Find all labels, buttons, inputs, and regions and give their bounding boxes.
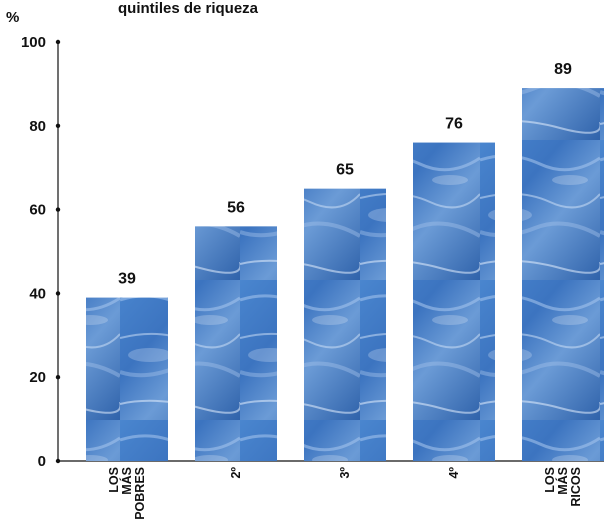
- y-tick-mark: [55, 375, 61, 380]
- bar: [522, 88, 604, 461]
- x-category-label: 4º: [447, 467, 461, 479]
- bar-value-label: 39: [118, 271, 136, 288]
- x-category-label: 3º: [338, 467, 352, 479]
- x-category-label: RICOS: [569, 467, 583, 507]
- y-axis-unit: %: [6, 9, 19, 26]
- y-tick-label: 100: [21, 34, 46, 51]
- bar-value-label: 56: [227, 199, 245, 216]
- y-tick-label: 0: [38, 453, 46, 470]
- bar: [86, 297, 168, 461]
- x-category-label: LOS: [543, 467, 557, 493]
- bar-value-label: 89: [554, 61, 572, 78]
- y-tick-label: 40: [29, 285, 46, 302]
- y-tick-mark: [55, 123, 61, 128]
- x-category-label: MÁS: [555, 467, 570, 495]
- bar-value-label: 65: [336, 162, 354, 179]
- x-category-label: 2º: [229, 467, 243, 479]
- y-tick-mark: [55, 458, 61, 464]
- y-tick-label: 60: [29, 202, 46, 219]
- x-category-label: POBRES: [133, 467, 147, 520]
- bar: [195, 226, 277, 461]
- bar: [304, 188, 386, 461]
- y-tick-label: 20: [29, 369, 46, 386]
- bar-value-label: 76: [445, 116, 463, 133]
- y-tick-mark: [55, 39, 61, 45]
- y-tick-mark: [55, 207, 61, 212]
- y-tick-label: 80: [29, 118, 46, 135]
- chart-title: quintiles de riqueza: [118, 0, 259, 17]
- y-tick-mark: [55, 291, 61, 296]
- x-category-label: LOS: [107, 467, 121, 493]
- bar: [413, 142, 495, 461]
- x-category-label: MÁS: [119, 467, 134, 495]
